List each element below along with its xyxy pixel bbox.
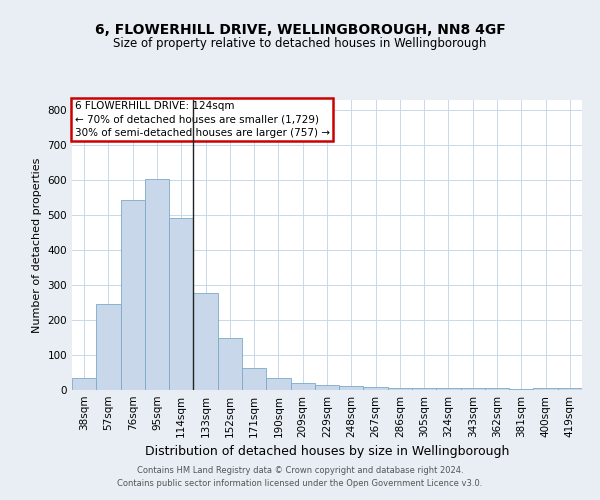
Bar	[145, 179, 169, 390]
Bar	[388, 388, 412, 390]
Y-axis label: Number of detached properties: Number of detached properties	[32, 158, 42, 332]
Bar	[436, 388, 461, 390]
Bar	[558, 388, 582, 390]
Text: 6 FLOWERHILL DRIVE: 124sqm
← 70% of detached houses are smaller (1,729)
30% of s: 6 FLOWERHILL DRIVE: 124sqm ← 70% of deta…	[74, 102, 329, 138]
Bar	[193, 293, 218, 390]
Bar	[242, 368, 266, 390]
Bar	[169, 218, 193, 390]
Bar	[121, 200, 145, 390]
Bar	[266, 378, 290, 390]
X-axis label: Distribution of detached houses by size in Wellingborough: Distribution of detached houses by size …	[145, 446, 509, 458]
Bar	[72, 378, 96, 390]
Bar	[461, 388, 485, 390]
Text: Size of property relative to detached houses in Wellingborough: Size of property relative to detached ho…	[113, 38, 487, 51]
Bar	[290, 383, 315, 390]
Bar	[218, 338, 242, 390]
Bar	[485, 388, 509, 390]
Bar	[412, 388, 436, 390]
Bar	[339, 386, 364, 390]
Bar	[315, 385, 339, 390]
Bar	[96, 304, 121, 390]
Text: Contains HM Land Registry data © Crown copyright and database right 2024.
Contai: Contains HM Land Registry data © Crown c…	[118, 466, 482, 487]
Bar	[364, 386, 388, 390]
Bar	[533, 388, 558, 390]
Text: 6, FLOWERHILL DRIVE, WELLINGBOROUGH, NN8 4GF: 6, FLOWERHILL DRIVE, WELLINGBOROUGH, NN8…	[95, 22, 505, 36]
